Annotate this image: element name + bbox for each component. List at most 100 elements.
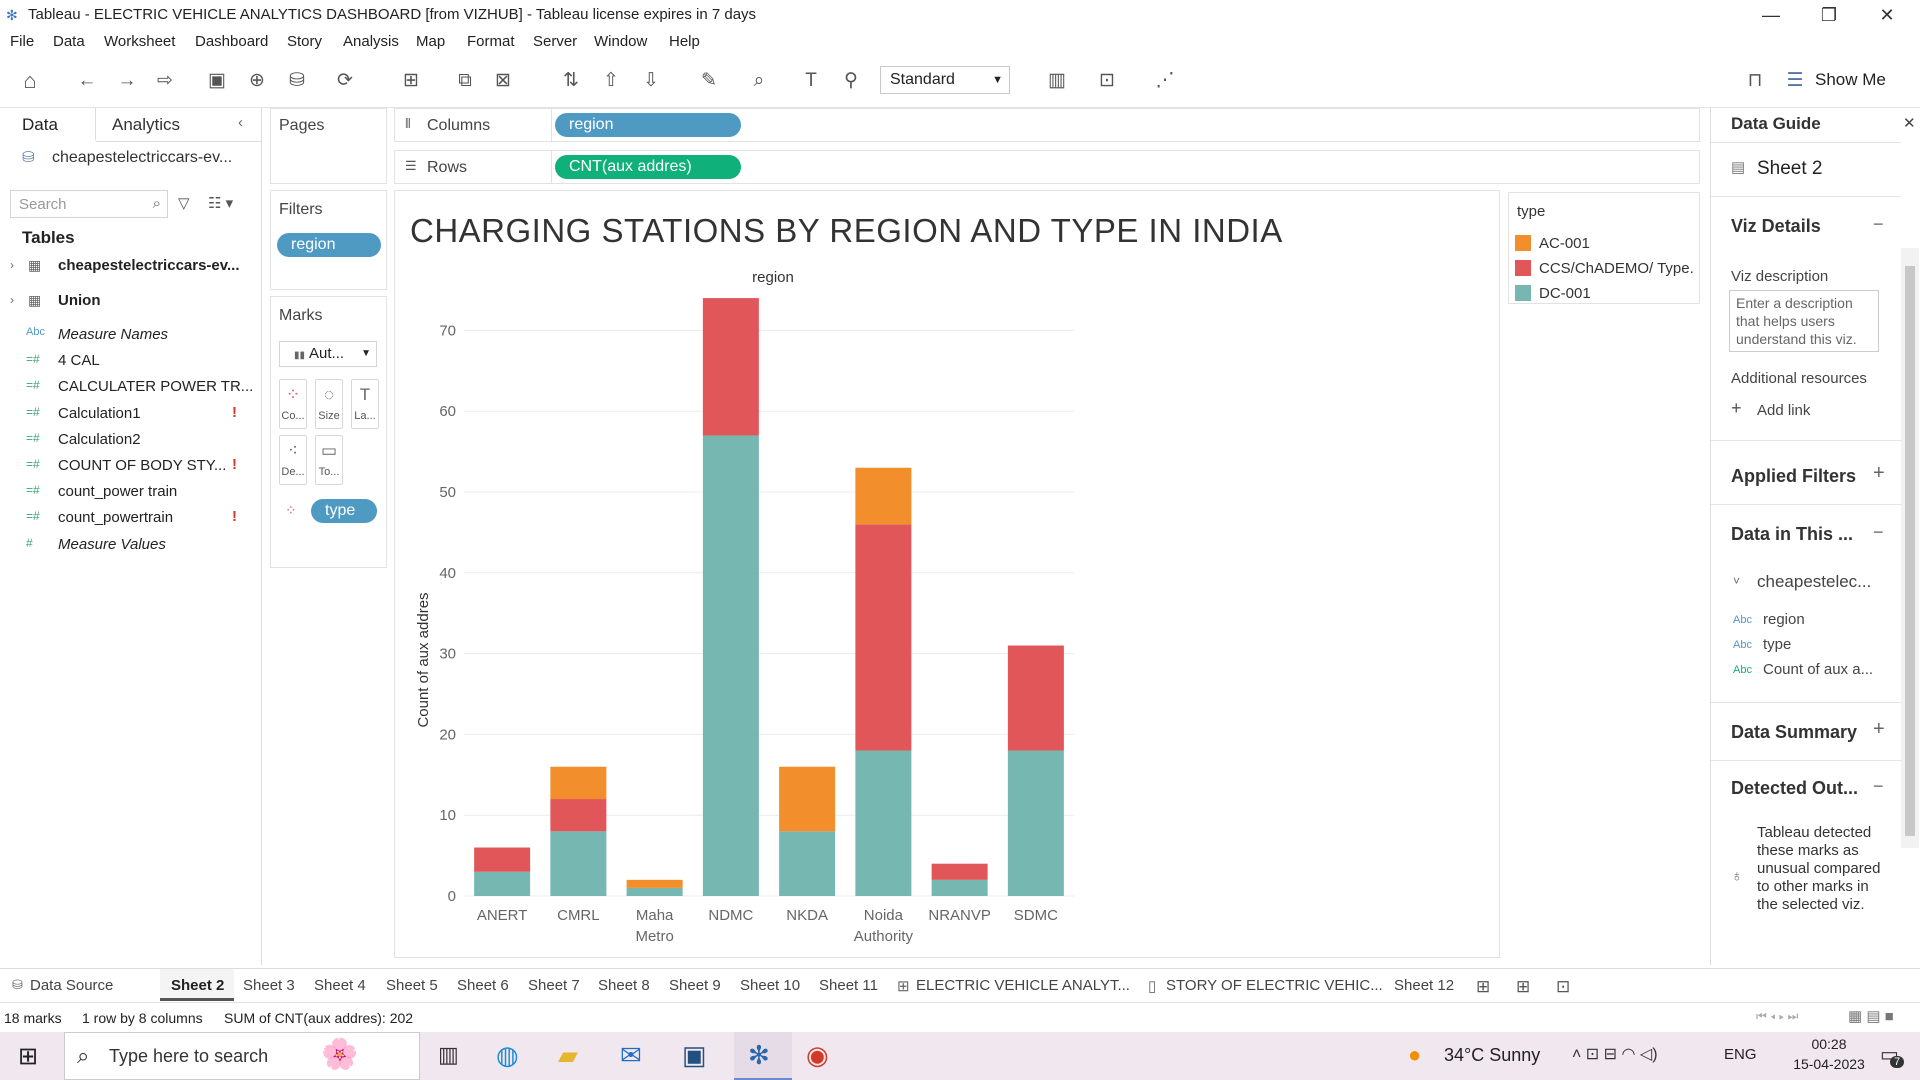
data-source-tab[interactable]: Data Source	[30, 977, 114, 994]
field-item[interactable]: =# COUNT OF BODY STY...!	[26, 456, 256, 479]
task-view-icon[interactable]: ▥	[438, 1042, 459, 1067]
menu-worksheet[interactable]: Worksheet	[104, 33, 176, 50]
app-icon[interactable]: ▣	[682, 1040, 707, 1070]
bar-segment[interactable]	[1007, 645, 1064, 751]
add-link-button[interactable]: Add link	[1757, 402, 1811, 419]
show-me-button[interactable]: Show Me	[1815, 70, 1886, 89]
bar-segment[interactable]	[855, 467, 912, 525]
close-window-button[interactable]: ✕	[1879, 5, 1895, 25]
redo-icon[interactable]: →	[117, 70, 137, 91]
nav-first-icon[interactable]: ⏮ ◂ ▸ ⏭	[1756, 1009, 1799, 1023]
group-icon[interactable]: ⌕	[753, 70, 765, 91]
file-explorer-icon[interactable]: ▰	[558, 1040, 578, 1070]
field-search-input[interactable]: Search ⌕	[10, 190, 168, 218]
field-item[interactable]: =# Calculation1!	[26, 404, 256, 427]
bar-segment[interactable]	[931, 879, 988, 896]
sheet-tab[interactable]: Sheet 12	[1394, 977, 1455, 994]
menu-analysis[interactable]: Analysis	[343, 33, 399, 50]
minimize-button[interactable]: —	[1762, 5, 1780, 25]
expand-icon[interactable]: ›	[10, 293, 14, 307]
clear-sheet-icon[interactable]: ⊠	[495, 70, 511, 91]
field-item[interactable]: =# 4 CAL	[26, 352, 256, 374]
new-worksheet-icon[interactable]: ⊞	[403, 70, 419, 91]
sheet-tab[interactable]: Sheet 6	[457, 977, 509, 994]
sheet-tab[interactable]: Sheet 8	[598, 977, 650, 994]
refresh-icon[interactable]: ⟳	[337, 70, 353, 91]
save-icon[interactable]: ▣	[208, 70, 226, 91]
expand-icon[interactable]: ›	[10, 258, 14, 272]
new-dashboard-tab-icon[interactable]: ⊞	[1516, 977, 1531, 996]
scrollbar-thumb[interactable]	[1905, 266, 1915, 836]
menu-server[interactable]: Server	[533, 33, 578, 50]
pause-updates-icon[interactable]: ⛁	[289, 70, 305, 91]
bar-segment[interactable]	[1007, 750, 1064, 896]
tableau-taskbar-icon[interactable]: ✻	[748, 1040, 770, 1070]
filter-pill-region[interactable]: region	[277, 233, 381, 257]
mark-type-select[interactable]: ▮▮ Aut... ▼	[279, 341, 377, 367]
rows-pill-count[interactable]: CNT(aux addres)	[555, 155, 741, 179]
mail-icon[interactable]: ✉	[620, 1040, 642, 1070]
collapse-icon[interactable]: −	[1873, 522, 1884, 542]
pin-icon[interactable]: ⚲	[844, 70, 858, 91]
menu-window[interactable]: Window	[594, 33, 648, 50]
chrome-icon[interactable]: ◉	[806, 1040, 829, 1070]
field-item[interactable]: Abc Measure Names	[26, 326, 256, 348]
applied-filters-header[interactable]: Applied Filters	[1731, 466, 1857, 486]
legend-item[interactable]: AC-001	[1515, 233, 1695, 255]
bar-segment[interactable]	[474, 871, 531, 896]
field-item[interactable]: =# Calculation2	[26, 431, 256, 453]
data-summary-header[interactable]: Data Summary	[1731, 722, 1858, 742]
duplicate-sheet-icon[interactable]: ⧉	[458, 70, 472, 91]
bar-segment[interactable]	[702, 435, 759, 896]
fit-mode-select[interactable]: Standard ▼	[880, 66, 1010, 94]
swap-icon[interactable]: ⇅	[563, 70, 579, 91]
size-button[interactable]: ◌ Size	[315, 379, 343, 429]
clock-time[interactable]: 00:28	[1811, 1036, 1847, 1052]
datasource-name[interactable]: cheapestelectriccars-ev...	[52, 149, 233, 166]
new-worksheet-tab-icon[interactable]: ⊞	[1476, 977, 1491, 996]
sheet-tab[interactable]: Sheet 7	[528, 977, 580, 994]
replay-icon[interactable]: ⇨	[157, 70, 173, 91]
show-cards-icon[interactable]: ▥	[1048, 70, 1066, 91]
plus-icon[interactable]: +	[1731, 398, 1742, 418]
chevron-down-icon[interactable]: ˅	[1733, 574, 1741, 588]
highlight-icon[interactable]: ✎	[701, 70, 717, 91]
expand-plus-icon[interactable]: +	[1873, 718, 1885, 740]
label-button[interactable]: T La...	[351, 379, 379, 429]
bar-segment[interactable]	[550, 766, 607, 800]
tab-analytics[interactable]: Analytics	[96, 108, 262, 142]
viz-details-header[interactable]: Viz Details	[1731, 216, 1821, 236]
story-tab[interactable]: STORY OF ELECTRIC VEHIC...	[1166, 977, 1383, 994]
bar-segment[interactable]	[855, 524, 912, 751]
restore-button[interactable]: ❐	[1820, 5, 1838, 25]
close-icon[interactable]: ✕	[1903, 115, 1916, 132]
menu-story[interactable]: Story	[287, 33, 323, 50]
field-item[interactable]: =# count_powertrain!	[26, 508, 256, 531]
menu-data[interactable]: Data	[53, 33, 85, 50]
filters-shelf[interactable]: Filters region	[270, 190, 387, 290]
field-item[interactable]: # Measure Values	[26, 536, 256, 558]
share-icon[interactable]: ⋰	[1155, 70, 1175, 91]
columns-pill-region[interactable]: region	[555, 113, 741, 137]
detected-outliers-header[interactable]: Detected Out...	[1731, 778, 1859, 798]
bar-segment[interactable]	[550, 831, 607, 896]
language-indicator[interactable]: ENG	[1724, 1046, 1757, 1063]
sort-desc-icon[interactable]: ⇩	[643, 70, 659, 91]
tableau-taskbar-active[interactable]	[734, 1032, 792, 1080]
legend-item[interactable]: CCS/ChADEMO/ Type..	[1515, 258, 1695, 280]
sheet-tab[interactable]: Sheet 11	[819, 977, 878, 994]
data-in-this-header[interactable]: Data in This ...	[1731, 524, 1854, 544]
legend-item[interactable]: DC-001	[1515, 283, 1695, 305]
new-story-tab-icon[interactable]: ⊡	[1556, 977, 1571, 996]
bar-segment[interactable]	[550, 799, 607, 832]
weather-text[interactable]: 34°C Sunny	[1444, 1045, 1541, 1065]
bar-segment[interactable]	[779, 766, 836, 832]
presentation-icon[interactable]: ⊡	[1099, 70, 1115, 91]
bar-segment[interactable]	[931, 863, 988, 880]
menu-map[interactable]: Map	[416, 33, 446, 50]
bar-segment[interactable]	[855, 750, 912, 896]
table-item[interactable]: cheapestelectriccars-ev...	[58, 257, 240, 274]
guide-scrollbar[interactable]	[1901, 248, 1919, 848]
windows-start-icon[interactable]: ⊞	[18, 1043, 39, 1070]
tab-data[interactable]: Data	[0, 108, 96, 142]
